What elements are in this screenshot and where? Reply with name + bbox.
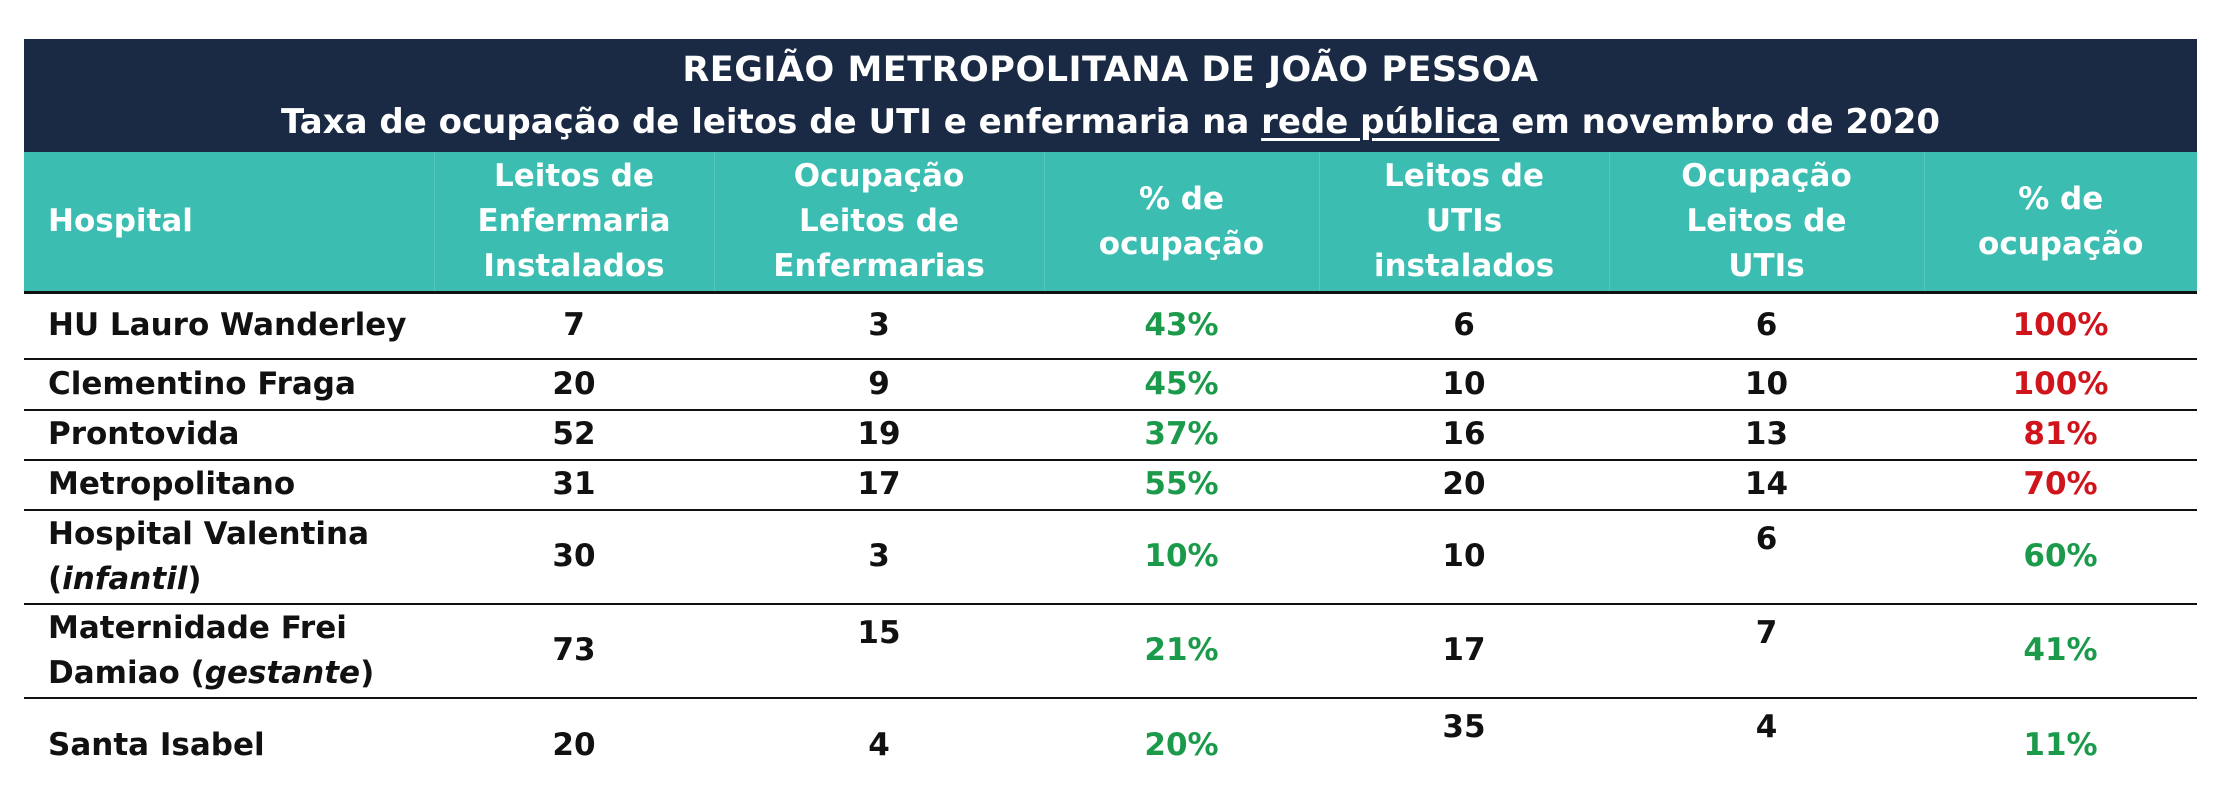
- table-row: HU Lauro Wanderley 7 3 43% 6 6 100%: [24, 291, 2197, 360]
- title-region: REGIÃO METROPOLITANA DE JOÃO PESSOA: [682, 49, 1539, 90]
- hospital-name: Clementino Fraga: [24, 358, 434, 411]
- leitos-enfermaria: 30: [434, 509, 714, 605]
- leitos-enfermaria: 31: [434, 459, 714, 511]
- hospital-note: infantil: [62, 560, 188, 597]
- col-header-hospital: Hospital: [24, 152, 435, 293]
- subtitle-pre: Taxa de ocupação de leitos de UTI e enfe…: [280, 101, 1262, 142]
- table-row: Prontovida 52 19 37% 16 13 81%: [24, 409, 2197, 461]
- leitos-enfermaria: 20: [552, 726, 596, 763]
- table-row: Metropolitano 31 17 55% 20 14 70%: [24, 459, 2197, 511]
- leitos-uti: 10: [1319, 358, 1609, 411]
- col-header-leitos-utis: Leitos de UTIs instalados: [1319, 152, 1610, 293]
- hospital-name: Maternidade Frei Damiao (gestante): [24, 603, 434, 699]
- hospital-name: Metropolitano: [24, 459, 434, 511]
- ocupacao-uti: 4: [1755, 708, 1778, 745]
- leitos-enfermaria: 7: [434, 291, 714, 360]
- pct-enfermaria: 20%: [1144, 726, 1219, 763]
- ocupacao-uti: 14: [1609, 459, 1924, 511]
- table-row: Santa Isabel 20 4 20% 35 4 11%: [24, 698, 2197, 792]
- ocupacao-enfermaria: 3: [714, 509, 1044, 605]
- leitos-uti: 10: [1319, 509, 1609, 605]
- ocupacao-enfermaria: 15: [714, 603, 1044, 699]
- pct-enfermaria: 10%: [1044, 509, 1319, 605]
- col-header-leitos-enfermaria: Leitos de Enfermaria Instalados: [434, 152, 715, 293]
- pct-uti: 100%: [1924, 358, 2197, 411]
- table-title: REGIÃO METROPOLITANA DE JOÃO PESSOA Taxa…: [24, 39, 2197, 152]
- col-header-pct-enfermaria: % de ocupação: [1044, 152, 1320, 293]
- pct-enfermaria: 37%: [1044, 409, 1319, 461]
- occupancy-table-panel: REGIÃO METROPOLITANA DE JOÃO PESSOA Taxa…: [24, 39, 2197, 792]
- table-row: Hospital Valentina (infantil) 30 3 10% 10…: [24, 509, 2197, 605]
- ocupacao-uti: 6: [1609, 291, 1924, 360]
- ocupacao-enfermaria: 19: [714, 409, 1044, 461]
- hospital-name: Hospital Valentina (infantil): [24, 509, 434, 605]
- leitos-enfermaria: 20: [434, 358, 714, 411]
- hospital-name: HU Lauro Wanderley: [24, 291, 434, 360]
- hospital-name: Prontovida: [24, 409, 434, 461]
- leitos-uti: 6: [1319, 291, 1609, 360]
- pct-enfermaria: 55%: [1044, 459, 1319, 511]
- leitos-uti: 16: [1319, 409, 1609, 461]
- ocupacao-uti: 6: [1609, 509, 1924, 605]
- title-subtitle: Taxa de ocupação de leitos de UTI e enfe…: [281, 96, 1940, 148]
- leitos-uti: 17: [1319, 603, 1609, 699]
- ocupacao-uti: 10: [1609, 358, 1924, 411]
- table-row: Clementino Fraga 20 9 45% 10 10 100%: [24, 358, 2197, 411]
- leitos-uti: 35: [1442, 708, 1486, 745]
- pct-uti: 70%: [1924, 459, 2197, 511]
- pct-enfermaria: 45%: [1044, 358, 1319, 411]
- ocupacao-enfermaria: 9: [714, 358, 1044, 411]
- col-header-pct-uti: % de ocupação: [1924, 152, 2197, 293]
- pct-uti: 41%: [1924, 603, 2197, 699]
- leitos-uti: 20: [1319, 459, 1609, 511]
- pct-enfermaria: 21%: [1044, 603, 1319, 699]
- table-row: Maternidade Frei Damiao (gestante) 73 15 …: [24, 603, 2197, 699]
- ocupacao-uti: 13: [1609, 409, 1924, 461]
- pct-uti: 11%: [2023, 726, 2098, 763]
- leitos-enfermaria: 73: [434, 603, 714, 699]
- pct-uti: 60%: [1924, 509, 2197, 605]
- hospital-name: Santa Isabel: [48, 726, 265, 763]
- col-header-ocupacao-utis: Ocupação Leitos de UTIs: [1609, 152, 1925, 293]
- subtitle-post: em novembro de 2020: [1499, 101, 1941, 142]
- ocupacao-enfermaria: 3: [714, 291, 1044, 360]
- leitos-enfermaria: 52: [434, 409, 714, 461]
- occupancy-table: Hospital Leitos de Enfermaria Instalados O…: [24, 152, 2197, 792]
- pct-uti: 81%: [1924, 409, 2197, 461]
- ocupacao-uti: 7: [1609, 603, 1924, 699]
- header-row: Hospital Leitos de Enfermaria Instalados O…: [24, 152, 2197, 293]
- ocupacao-enfermaria: 4: [868, 726, 890, 763]
- subtitle-underline: rede pública: [1261, 101, 1500, 142]
- pct-enfermaria: 43%: [1044, 291, 1319, 360]
- hospital-note: gestante: [204, 654, 361, 691]
- pct-uti: 100%: [1924, 291, 2197, 360]
- ocupacao-enfermaria: 17: [714, 459, 1044, 511]
- col-header-ocupacao-enfermarias: Ocupação Leitos de Enfermarias: [714, 152, 1045, 293]
